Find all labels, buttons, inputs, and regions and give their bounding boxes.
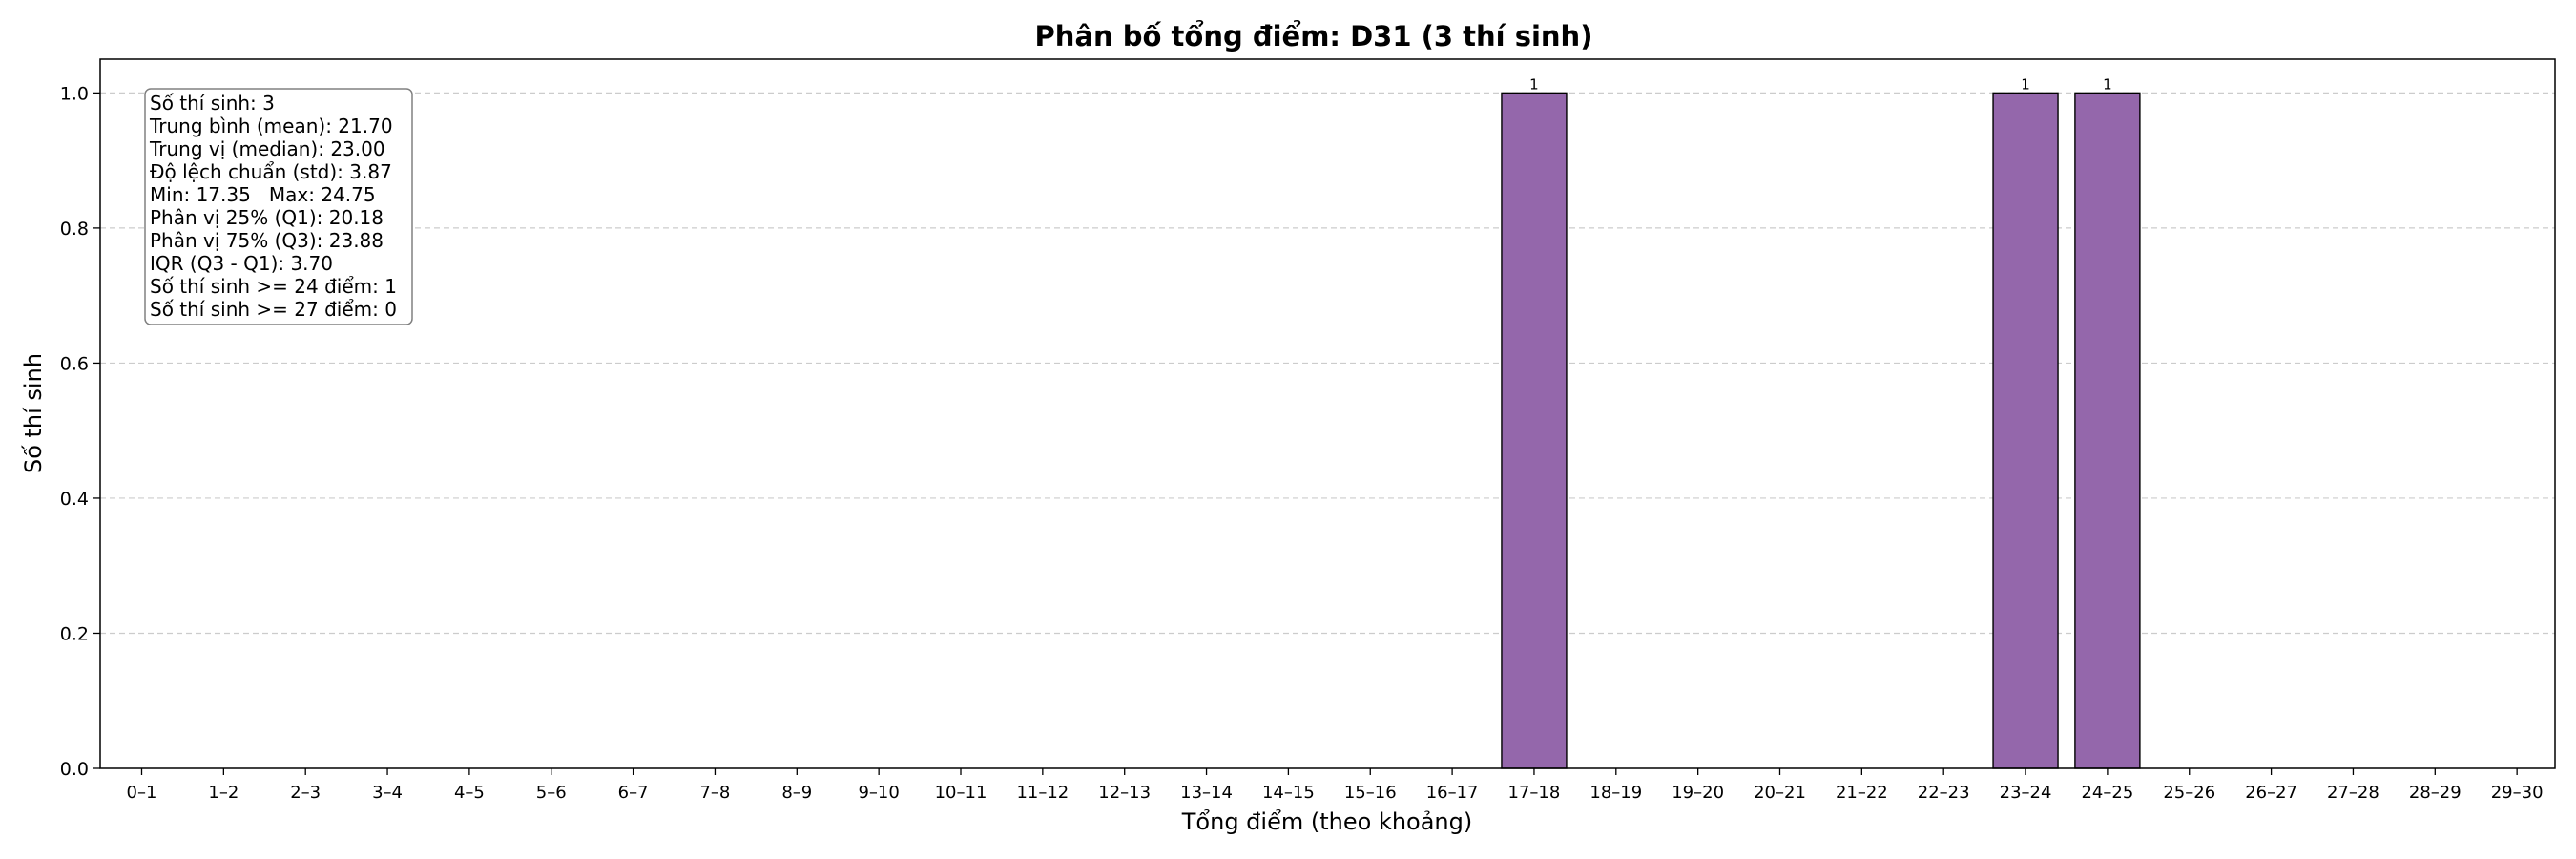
x-tick-label: 20–21 xyxy=(1754,783,1806,803)
ticks-layer: 0.0 0.2 0.4 0.6 0.8 1.0 0–1 1–2 2–3 3–4 4–5 5–6 6–7 7… xyxy=(60,83,2544,803)
y-tick-label: 0.8 xyxy=(60,219,89,240)
y-tick-label: 0.4 xyxy=(60,489,89,510)
x-tick-label: 23–24 xyxy=(2000,783,2052,803)
x-tick-label: 19–20 xyxy=(1672,783,1724,803)
x-tick-label: 21–22 xyxy=(1836,783,1888,803)
labels-layer: 1 1 1 xyxy=(1529,75,2111,93)
x-tick-label: 8–9 xyxy=(781,783,812,803)
x-tick-label: 12–13 xyxy=(1098,783,1151,803)
x-tick-label: 18–19 xyxy=(1589,783,1642,803)
x-tick-label: 2–3 xyxy=(290,783,321,803)
x-tick-label: 28–29 xyxy=(2409,783,2462,803)
x-tick-label: 14–15 xyxy=(1262,783,1315,803)
x-tick-label: 10–11 xyxy=(935,783,987,803)
x-tick-label: 15–16 xyxy=(1344,783,1397,803)
chart-title: Phân bố tổng điểm: D31 (3 thí sinh) xyxy=(1035,20,1593,52)
x-tick-label: 9–10 xyxy=(858,783,899,803)
x-tick-label: 7–8 xyxy=(699,783,730,803)
stats-line: Phân vị 25% (Q1): 20.18 xyxy=(150,206,384,229)
histogram-bar xyxy=(1993,93,2058,768)
bar-value-label: 1 xyxy=(1529,75,1539,93)
x-tick-label: 5–6 xyxy=(536,783,567,803)
stats-line: Phân vị 75% (Q3): 23.88 xyxy=(150,229,384,252)
x-tick-label: 26–27 xyxy=(2245,783,2297,803)
bars-layer xyxy=(110,93,2550,768)
stats-line: Độ lệch chuẩn (std): 3.87 xyxy=(150,160,392,183)
x-tick-label: 24–25 xyxy=(2081,783,2133,803)
stats-line: Min: 17.35 Max: 24.75 xyxy=(150,183,376,206)
x-tick-label: 4–5 xyxy=(454,783,485,803)
x-tick-label: 17–18 xyxy=(1508,783,1561,803)
x-tick-label: 11–12 xyxy=(1016,783,1069,803)
x-tick-label: 22–23 xyxy=(1918,783,1970,803)
x-tick-label: 13–14 xyxy=(1180,783,1233,803)
stats-line: Số thí sinh >= 24 điểm: 1 xyxy=(150,275,397,298)
histogram-bar xyxy=(1502,93,1567,768)
x-tick-label: 16–17 xyxy=(1426,783,1479,803)
y-tick-label: 0.2 xyxy=(60,623,89,644)
x-axis-label: Tổng điểm (theo khoảng) xyxy=(1181,808,1472,835)
y-tick-label: 1.0 xyxy=(60,83,89,104)
axes-layer xyxy=(100,59,2555,768)
x-tick-label: 1–2 xyxy=(208,783,239,803)
bar-value-label: 1 xyxy=(2021,75,2030,93)
bar-value-label: 1 xyxy=(2103,75,2112,93)
y-tick-label: 0.6 xyxy=(60,353,89,374)
y-axis-label: Số thí sinh xyxy=(20,353,47,473)
stats-line: Số thí sinh >= 27 điểm: 0 xyxy=(150,298,397,321)
y-tick-label: 0.0 xyxy=(60,759,89,780)
stats-line: Số thí sinh: 3 xyxy=(150,92,275,115)
stats-line: IQR (Q3 - Q1): 3.70 xyxy=(150,252,333,275)
x-tick-label: 27–28 xyxy=(2327,783,2379,803)
stats-box: Số thí sinh: 3 Trung bình (mean): 21.70 … xyxy=(145,89,412,325)
stats-line: Trung vị (median): 23.00 xyxy=(149,137,385,160)
x-tick-label: 29–30 xyxy=(2491,783,2544,803)
stats-line: Trung bình (mean): 21.70 xyxy=(149,115,393,137)
x-tick-label: 25–26 xyxy=(2163,783,2215,803)
x-tick-label: 0–1 xyxy=(127,783,157,803)
histogram-bar xyxy=(2075,93,2140,768)
plot-frame xyxy=(100,59,2555,768)
x-tick-label: 3–4 xyxy=(372,783,403,803)
grid-layer xyxy=(100,93,2555,633)
x-tick-label: 6–7 xyxy=(618,783,649,803)
